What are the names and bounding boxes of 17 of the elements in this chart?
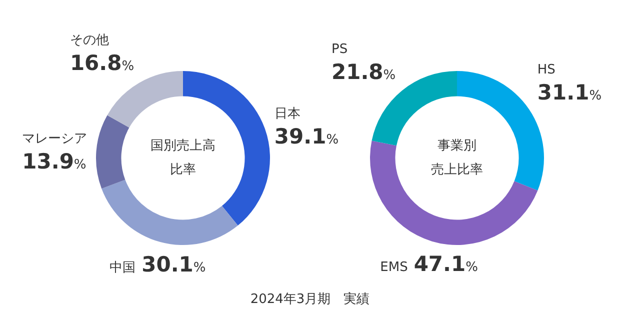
text: 事業別売上比率 bbox=[431, 138, 483, 178]
data-label: 39.1% bbox=[274, 124, 339, 149]
slice-label: その他 bbox=[70, 33, 109, 48]
slice-label: 中国 bbox=[110, 260, 136, 276]
text: 国別売上高比率 bbox=[150, 137, 216, 178]
slice-label: 日本 bbox=[274, 106, 300, 122]
data-label: 31.1% bbox=[537, 80, 602, 105]
slice-label: HS bbox=[537, 62, 556, 78]
data-label: 30.1% bbox=[142, 252, 206, 277]
slice-label: EMS bbox=[380, 260, 408, 275]
data-label: 47.1% bbox=[414, 252, 478, 276]
text: 2024年3月期 実績 bbox=[249, 291, 371, 308]
data-label: 13.9% bbox=[22, 150, 86, 174]
slice-label: マレーシア bbox=[22, 132, 88, 147]
slice-label: PS bbox=[331, 42, 348, 57]
data-label: 21.8% bbox=[331, 60, 396, 84]
data-label: 16.8% bbox=[70, 51, 134, 76]
